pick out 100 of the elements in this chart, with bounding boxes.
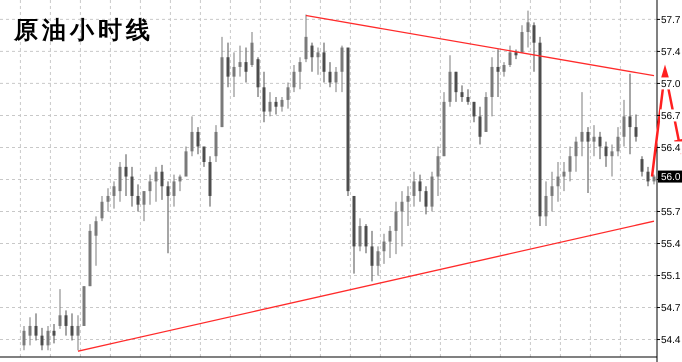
- candlestick: [400, 190, 404, 247]
- candlestick: [52, 324, 56, 344]
- candlestick: [286, 82, 290, 110]
- candlestick: [544, 180, 548, 227]
- candlestick: [190, 116, 194, 157]
- candlestick: [520, 24, 524, 53]
- candlestick: [154, 166, 158, 202]
- candlestick: [166, 180, 170, 254]
- candlestick: [412, 171, 416, 208]
- candlestick: [628, 73, 632, 155]
- candlestick: [232, 52, 236, 98]
- candlestick: [568, 146, 572, 182]
- candlestick: [298, 56, 302, 90]
- candlestick: [364, 224, 368, 254]
- candlestick: [436, 146, 440, 196]
- candlestick: [334, 66, 338, 93]
- candlestick: [574, 136, 578, 172]
- candlestick: [40, 327, 44, 351]
- candlestick: [238, 45, 242, 78]
- candlestick: [394, 201, 398, 255]
- y-tick-label: 57.0: [661, 78, 681, 90]
- candlestick: [274, 96, 278, 115]
- candlestick: [592, 124, 596, 157]
- candlestick: [478, 106, 482, 146]
- candlestick: [280, 96, 284, 112]
- candlestick: [526, 10, 530, 48]
- candlestick: [196, 126, 200, 155]
- candlestick: [244, 47, 248, 83]
- candlestick: [112, 180, 116, 210]
- candlestick: [22, 325, 26, 351]
- candlestick: [622, 99, 626, 147]
- candlestick: [382, 233, 386, 264]
- annotation: 56.0: [661, 172, 681, 184]
- candlestick: [388, 226, 392, 259]
- candlestick: [124, 154, 128, 196]
- candlestick: [106, 188, 110, 212]
- candlestick: [454, 71, 458, 102]
- y-tick-label: 55.1: [661, 271, 681, 282]
- candlestick: [64, 310, 68, 336]
- candlestick: [250, 32, 254, 68]
- candlestick: [562, 162, 566, 192]
- candlestick: [292, 64, 296, 93]
- candlestick: [604, 141, 608, 168]
- candlestick: [418, 174, 422, 202]
- text: 原油小时线: [13, 15, 154, 44]
- candlestick: [226, 42, 230, 88]
- y-tick-label: 56.4: [661, 142, 681, 154]
- candlestick: [28, 316, 32, 346]
- y-tick-label: 57.4: [661, 46, 681, 58]
- candlestick: [586, 126, 590, 194]
- candlestick: [376, 246, 380, 276]
- candlestick: [502, 62, 506, 78]
- candlestick: [514, 48, 518, 60]
- candlestick: [406, 186, 410, 227]
- candlestick: [94, 216, 98, 266]
- candlestick: [460, 84, 464, 102]
- y-tick-label: 57.7: [661, 14, 681, 26]
- candlestick: [130, 166, 134, 208]
- candlestick: [160, 164, 164, 200]
- candlestick: [358, 218, 362, 252]
- candlestick: [268, 92, 272, 117]
- candlestick: [304, 14, 308, 63]
- candlestick: [136, 184, 140, 212]
- candlestick: [322, 42, 326, 83]
- y-tick-label: 54.4: [661, 335, 681, 346]
- y-tick-label: 56.7: [661, 110, 681, 122]
- candlestick: [580, 92, 584, 157]
- candlestick: [424, 186, 428, 215]
- candlestick: [70, 312, 74, 342]
- candlestick: [640, 156, 644, 178]
- candlestick: [646, 166, 650, 187]
- candlestick: [556, 162, 560, 202]
- candlestick: [616, 126, 620, 157]
- candlestick: [652, 174, 656, 185]
- y-tick-label: 54.7: [661, 303, 681, 314]
- candlestick: [202, 146, 206, 168]
- candlestick: [142, 190, 146, 222]
- candlestick: [472, 101, 476, 123]
- candlestick: [178, 174, 182, 192]
- candlestick: [610, 144, 614, 178]
- candlestick: [100, 195, 104, 222]
- candlestick: [496, 48, 500, 98]
- candlestick: [370, 230, 374, 282]
- candlestick: [76, 314, 80, 351]
- candlestick: [532, 22, 536, 72]
- candlestick: [172, 174, 176, 208]
- candlestick: [328, 62, 332, 88]
- candlestick: [598, 131, 602, 160]
- candlestick: [148, 174, 152, 206]
- candlestick: [634, 114, 638, 142]
- candlestick: [58, 288, 62, 330]
- candlestick: [466, 88, 470, 106]
- candlestick: [316, 47, 320, 76]
- y-tick-label: 55.4: [661, 238, 681, 250]
- candlestick: [46, 325, 50, 351]
- y-tick-label: 55.7: [661, 206, 681, 218]
- candlestick: [508, 45, 512, 68]
- candlestick: [34, 312, 38, 342]
- candlestick: [550, 171, 554, 212]
- candlestick: [310, 42, 314, 72]
